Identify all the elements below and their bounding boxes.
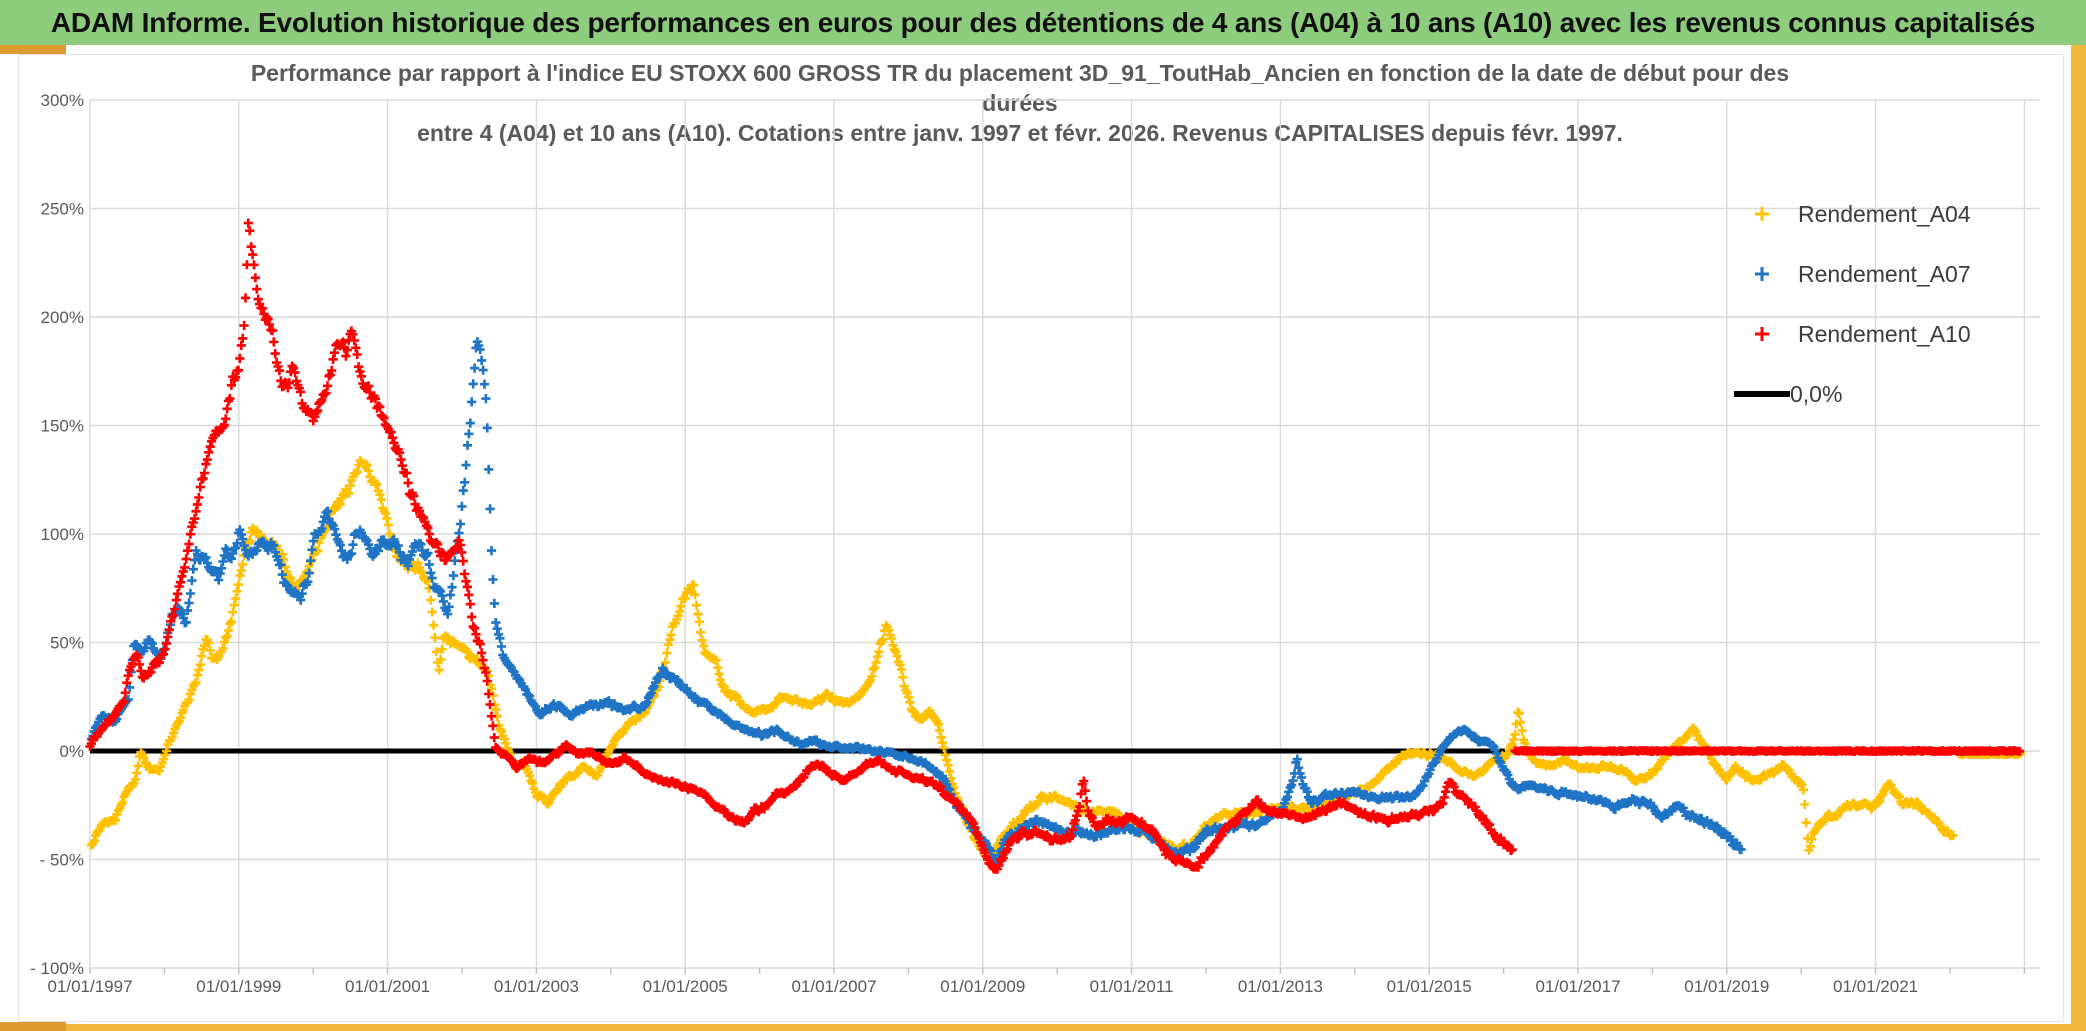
chart-legend: Rendement_A04 Rendement_A07 Rendement_A10 0… xyxy=(1734,184,2064,424)
x-axis-tick-label: 01/01/2009 xyxy=(940,977,1025,996)
legend-plus-marker-icon xyxy=(1734,264,1790,284)
legend-plus-marker-icon xyxy=(1734,324,1790,344)
x-axis-tick-label: 01/01/2019 xyxy=(1684,977,1769,996)
x-axis-tick-label: 01/01/2017 xyxy=(1535,977,1620,996)
y-axis-tick-label: 100% xyxy=(41,525,84,544)
y-axis-tick-label: 50% xyxy=(50,634,84,653)
legend-item-rendement-a04[interactable]: Rendement_A04 xyxy=(1734,184,2064,244)
x-axis-tick-label: 01/01/1997 xyxy=(47,977,132,996)
y-axis-tick-label: - 50% xyxy=(40,851,84,870)
x-axis-tick-label: 01/01/2015 xyxy=(1387,977,1472,996)
x-axis-tick-label: 01/01/2001 xyxy=(345,977,430,996)
x-axis-tick-label: 01/01/2011 xyxy=(1090,977,1174,996)
axis-labels: 300%250%200%150%100%50%0%- 50%- 100%01/0… xyxy=(30,91,1918,996)
x-axis-tick-label: 01/01/2013 xyxy=(1238,977,1323,996)
legend-item-label: 0,0% xyxy=(1790,380,1843,407)
y-axis-tick-label: - 100% xyxy=(30,959,84,978)
series-rendement_a07 xyxy=(86,337,1746,871)
gold-right-border xyxy=(2071,45,2086,1031)
legend-item-rendement-a10[interactable]: Rendement_A10 xyxy=(1734,304,2064,364)
legend-item-0-0-[interactable]: 0,0% xyxy=(1734,364,2064,424)
y-axis-tick-label: 0% xyxy=(59,742,84,761)
x-axis-tick-label: 01/01/1999 xyxy=(196,977,281,996)
gold-bottom-left-accent xyxy=(0,1022,66,1031)
chart-title-line-1: Performance par rapport à l'indice EU ST… xyxy=(250,60,1790,86)
legend-item-label: Rendement_A10 xyxy=(1798,320,1971,347)
x-axis-tick-label: 01/01/2003 xyxy=(494,977,579,996)
x-axis-tick-label: 01/01/2021 xyxy=(1833,977,1918,996)
y-axis-tick-label: 150% xyxy=(41,417,84,436)
legend-plus-marker-icon xyxy=(1734,204,1790,224)
legend-item-label: Rendement_A04 xyxy=(1798,200,1971,227)
x-axis-tick-label: 01/01/2007 xyxy=(791,977,876,996)
legend-item-rendement-a07[interactable]: Rendement_A07 xyxy=(1734,244,2064,304)
series-rendement_a04 xyxy=(86,456,1958,861)
report-title: ADAM Informe. Evolution historique des p… xyxy=(50,6,2036,38)
series-rendement_a10-flat-tail-markers xyxy=(1510,746,2025,756)
gold-bottom-border xyxy=(0,1024,2086,1031)
y-axis-tick-label: 300% xyxy=(41,91,84,110)
legend-item-label: Rendement_A07 xyxy=(1798,260,1971,287)
y-axis-tick-label: 200% xyxy=(41,308,84,327)
gold-accent-tab xyxy=(0,45,66,54)
x-axis-tick-label: 01/01/2005 xyxy=(643,977,728,996)
chart-title-line-3: entre 4 (A04) et 10 ans (A10). Cotations… xyxy=(417,120,1623,146)
chart-title: Performance par rapport à l'indice EU ST… xyxy=(90,58,1950,148)
series-rendement_a10 xyxy=(85,218,1517,874)
chart-title-line-2: durées xyxy=(982,90,1058,116)
legend-line-swatch xyxy=(1734,389,1790,399)
report-header-bar: ADAM Informe. Evolution historique des p… xyxy=(0,0,2086,45)
y-axis-tick-label: 250% xyxy=(41,200,84,219)
